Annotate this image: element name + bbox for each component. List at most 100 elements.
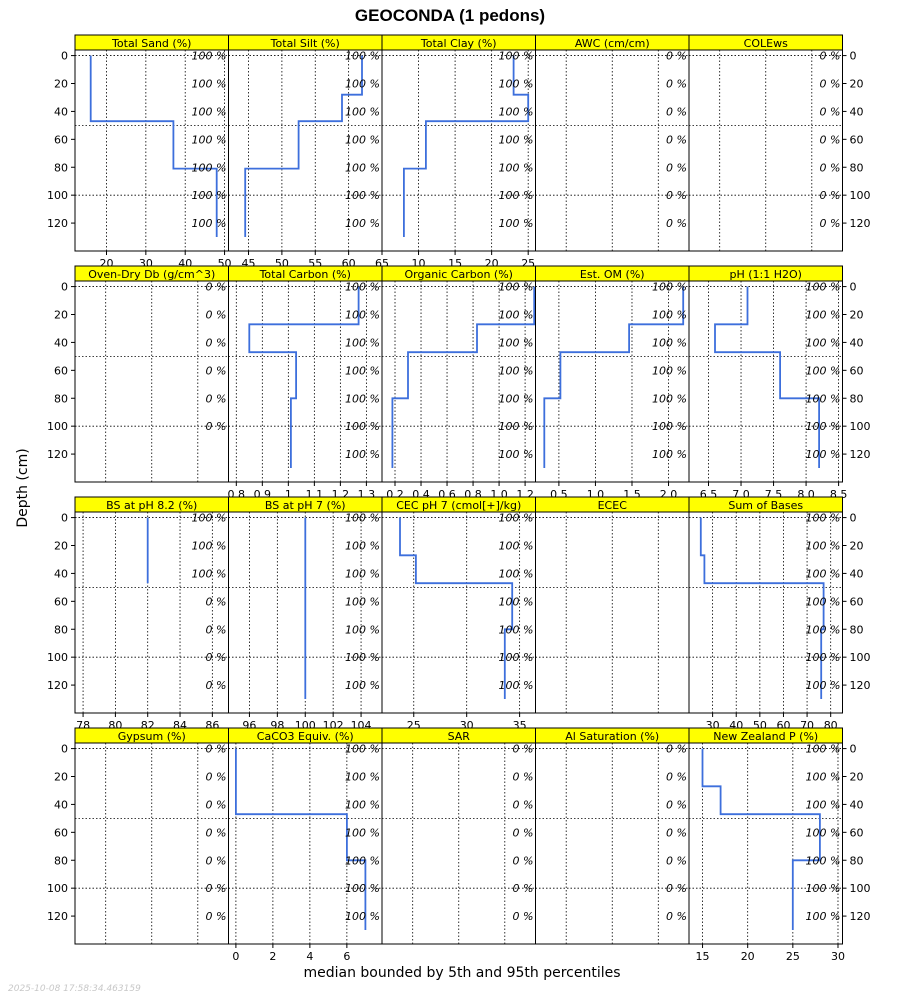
y-tick-label: 40 bbox=[54, 336, 68, 349]
y-tick-label: 20 bbox=[850, 78, 864, 91]
median-profile-line bbox=[543, 286, 685, 468]
panel-8: Organic Carbon (%)100 %100 %100 %100 %10… bbox=[381, 265, 536, 501]
data-coverage-label: 0 % bbox=[820, 133, 841, 146]
y-tick-label: 40 bbox=[54, 798, 68, 811]
y-tick-label: 20 bbox=[54, 771, 68, 784]
data-coverage-label: 100 % bbox=[345, 133, 380, 146]
y-tick-label: 120 bbox=[850, 910, 871, 923]
panel-strip-title: Organic Carbon (%) bbox=[405, 268, 513, 281]
data-coverage-label: 0 % bbox=[820, 105, 841, 118]
data-coverage-label: 0 % bbox=[206, 364, 227, 377]
panel-strip-title: Gypsum (%) bbox=[118, 730, 186, 743]
panel-plot-area bbox=[688, 280, 843, 483]
y-tick-label: 60 bbox=[54, 364, 68, 377]
data-coverage-label: 0 % bbox=[206, 420, 227, 433]
data-coverage-label: 100 % bbox=[806, 448, 841, 461]
data-coverage-label: 100 % bbox=[345, 743, 380, 756]
data-coverage-label: 100 % bbox=[499, 420, 534, 433]
panel-grid: Total Sand (%)100 %100 %100 %100 %100 %1… bbox=[47, 34, 871, 963]
data-coverage-label: 100 % bbox=[499, 364, 534, 377]
median-profile-line bbox=[234, 748, 367, 930]
data-coverage-label: 0 % bbox=[666, 826, 687, 839]
x-tick-label: 4 bbox=[306, 950, 313, 963]
median-profile-line bbox=[402, 55, 530, 237]
x-tick-label: 6 bbox=[343, 950, 350, 963]
y-tick-label: 60 bbox=[850, 826, 864, 839]
data-coverage-label: 100 % bbox=[345, 50, 380, 63]
data-coverage-label: 100 % bbox=[345, 651, 380, 664]
panel-plot-area bbox=[535, 49, 690, 252]
data-coverage-label: 100 % bbox=[652, 309, 687, 322]
data-coverage-label: 0 % bbox=[666, 798, 687, 811]
y-tick-label: 0 bbox=[850, 512, 857, 525]
y-tick-label: 0 bbox=[61, 281, 68, 294]
data-coverage-label: 100 % bbox=[499, 512, 534, 525]
data-coverage-label: 0 % bbox=[666, 78, 687, 91]
data-coverage-label: 100 % bbox=[499, 309, 534, 322]
data-coverage-label: 0 % bbox=[206, 798, 227, 811]
panel-17: CaCO3 Equiv. (%)100 %100 %100 %100 %100 … bbox=[228, 727, 383, 963]
data-coverage-label: 100 % bbox=[345, 679, 380, 692]
y-tick-label: 60 bbox=[54, 826, 68, 839]
data-coverage-label: 0 % bbox=[820, 189, 841, 202]
y-tick-label: 20 bbox=[850, 540, 864, 553]
panel-20: New Zealand P (%)100 %100 %100 %100 %100… bbox=[688, 727, 871, 963]
y-tick-label: 40 bbox=[54, 567, 68, 580]
data-coverage-label: 100 % bbox=[345, 798, 380, 811]
panel-plot-area bbox=[688, 742, 843, 945]
data-coverage-label: 100 % bbox=[806, 826, 841, 839]
data-coverage-label: 100 % bbox=[345, 392, 380, 405]
panel-13: CEC pH 7 (cmol[+]/kg)100 %100 %100 %100 … bbox=[381, 496, 536, 732]
data-coverage-label: 100 % bbox=[806, 882, 841, 895]
data-coverage-label: 100 % bbox=[806, 336, 841, 349]
data-coverage-label: 0 % bbox=[206, 595, 227, 608]
data-coverage-label: 0 % bbox=[513, 910, 534, 923]
y-tick-label: 40 bbox=[850, 798, 864, 811]
data-coverage-label: 100 % bbox=[806, 420, 841, 433]
data-coverage-label: 100 % bbox=[806, 771, 841, 784]
panel-7: Total Carbon (%)100 %100 %100 %100 %100 … bbox=[228, 265, 383, 501]
y-tick-label: 120 bbox=[47, 217, 68, 230]
panel-strip-title: Sum of Bases bbox=[728, 499, 803, 512]
data-coverage-label: 0 % bbox=[206, 910, 227, 923]
panel-plot-area bbox=[381, 511, 536, 714]
data-coverage-label: 100 % bbox=[499, 336, 534, 349]
data-coverage-label: 0 % bbox=[206, 309, 227, 322]
data-coverage-label: 100 % bbox=[345, 595, 380, 608]
data-coverage-label: 100 % bbox=[652, 420, 687, 433]
data-coverage-label: 100 % bbox=[499, 189, 534, 202]
timestamp: 2025-10-08 17:58:34.463159 bbox=[8, 984, 141, 994]
data-coverage-label: 100 % bbox=[652, 281, 687, 294]
panel-plot-area bbox=[688, 49, 843, 252]
panel-strip-title: Oven-Dry Db (g/cm^3) bbox=[88, 268, 215, 281]
y-tick-label: 40 bbox=[54, 105, 68, 118]
y-tick-label: 80 bbox=[850, 623, 864, 636]
data-coverage-label: 100 % bbox=[192, 217, 227, 230]
data-coverage-label: 100 % bbox=[345, 309, 380, 322]
data-coverage-label: 0 % bbox=[666, 105, 687, 118]
data-coverage-label: 100 % bbox=[345, 623, 380, 636]
data-coverage-label: 100 % bbox=[499, 105, 534, 118]
panel-plot-area bbox=[688, 511, 843, 714]
data-coverage-label: 0 % bbox=[666, 189, 687, 202]
y-tick-label: 80 bbox=[54, 161, 68, 174]
data-coverage-label: 100 % bbox=[192, 567, 227, 580]
data-coverage-label: 0 % bbox=[666, 217, 687, 230]
data-coverage-label: 0 % bbox=[666, 743, 687, 756]
data-coverage-label: 0 % bbox=[206, 743, 227, 756]
panel-plot-area bbox=[74, 280, 229, 483]
y-tick-label: 80 bbox=[850, 161, 864, 174]
data-coverage-label: 100 % bbox=[345, 448, 380, 461]
y-tick-label: 100 bbox=[47, 420, 68, 433]
y-tick-label: 80 bbox=[850, 854, 864, 867]
panel-19: Al Saturation (%) 0 % 0 % 0 % 0 % 0 % 0 % 0 % bbox=[535, 727, 690, 945]
data-coverage-label: 0 % bbox=[206, 854, 227, 867]
panel-9: Est. OM (%) 100 % 100 % 100 % 100 % 100 % 100 … bbox=[535, 265, 690, 501]
data-coverage-label: 100 % bbox=[806, 309, 841, 322]
data-coverage-label: 100 % bbox=[806, 623, 841, 636]
data-coverage-label: 0 % bbox=[206, 392, 227, 405]
y-tick-label: 0 bbox=[850, 743, 857, 756]
panel-strip-title: SAR bbox=[448, 730, 471, 743]
y-tick-label: 0 bbox=[61, 743, 68, 756]
data-coverage-label: 100 % bbox=[806, 910, 841, 923]
